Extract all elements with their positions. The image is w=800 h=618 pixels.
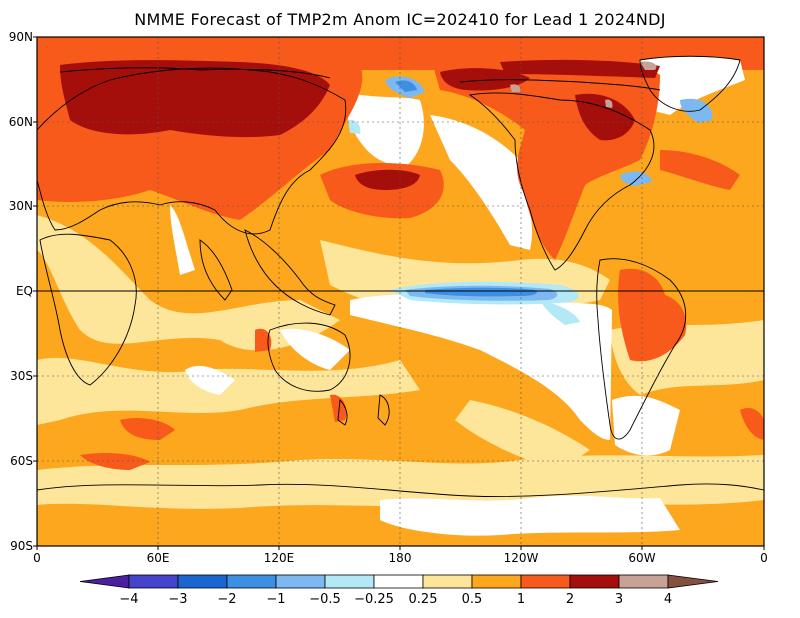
colorbar-tick-label: 2	[565, 592, 575, 607]
lon-label-0-right: 0	[760, 551, 768, 565]
colorbar-tick-label: 0.25	[408, 592, 438, 607]
axis-ticks	[33, 36, 765, 550]
lat-label-30s: 30S	[10, 369, 33, 383]
lat-label-60n: 60N	[8, 115, 33, 129]
lat-label-90s: 90S	[10, 539, 33, 553]
graticule	[37, 37, 764, 546]
colorbar-tick-label: −1	[266, 592, 286, 607]
colorbar-tick-label: −2	[217, 592, 237, 607]
lon-label-60e: 60E	[146, 551, 170, 565]
lon-label-120w: 120W	[503, 551, 539, 565]
lat-label-60s: 60S	[10, 454, 33, 468]
lon-label-180: 180	[388, 551, 412, 565]
lat-label-30n: 30N	[8, 199, 33, 213]
lon-label-120e: 120E	[263, 551, 295, 565]
lon-label-0-left: 0	[33, 551, 41, 565]
map-title: NMME Forecast of TMP2m Anom IC=202410 fo…	[134, 10, 666, 29]
colorbar-tick-label: 1	[516, 592, 526, 607]
colorbar-tick-label: 3	[614, 592, 624, 607]
colorbar-tick-label: −4	[119, 592, 139, 607]
lon-label-60w: 60W	[628, 551, 656, 565]
colorbar-tick-label: −0.5	[309, 592, 341, 607]
colorbar-tick-label: −3	[168, 592, 188, 607]
lat-label-90n: 90N	[8, 30, 33, 44]
lat-label-eq: EQ	[15, 284, 33, 298]
colorbar-tick-label: 0.5	[461, 592, 483, 607]
colorbar-tick-label: 4	[663, 592, 673, 607]
colorbar-tick-label: −0.25	[354, 592, 394, 607]
coastlines	[37, 55, 764, 497]
